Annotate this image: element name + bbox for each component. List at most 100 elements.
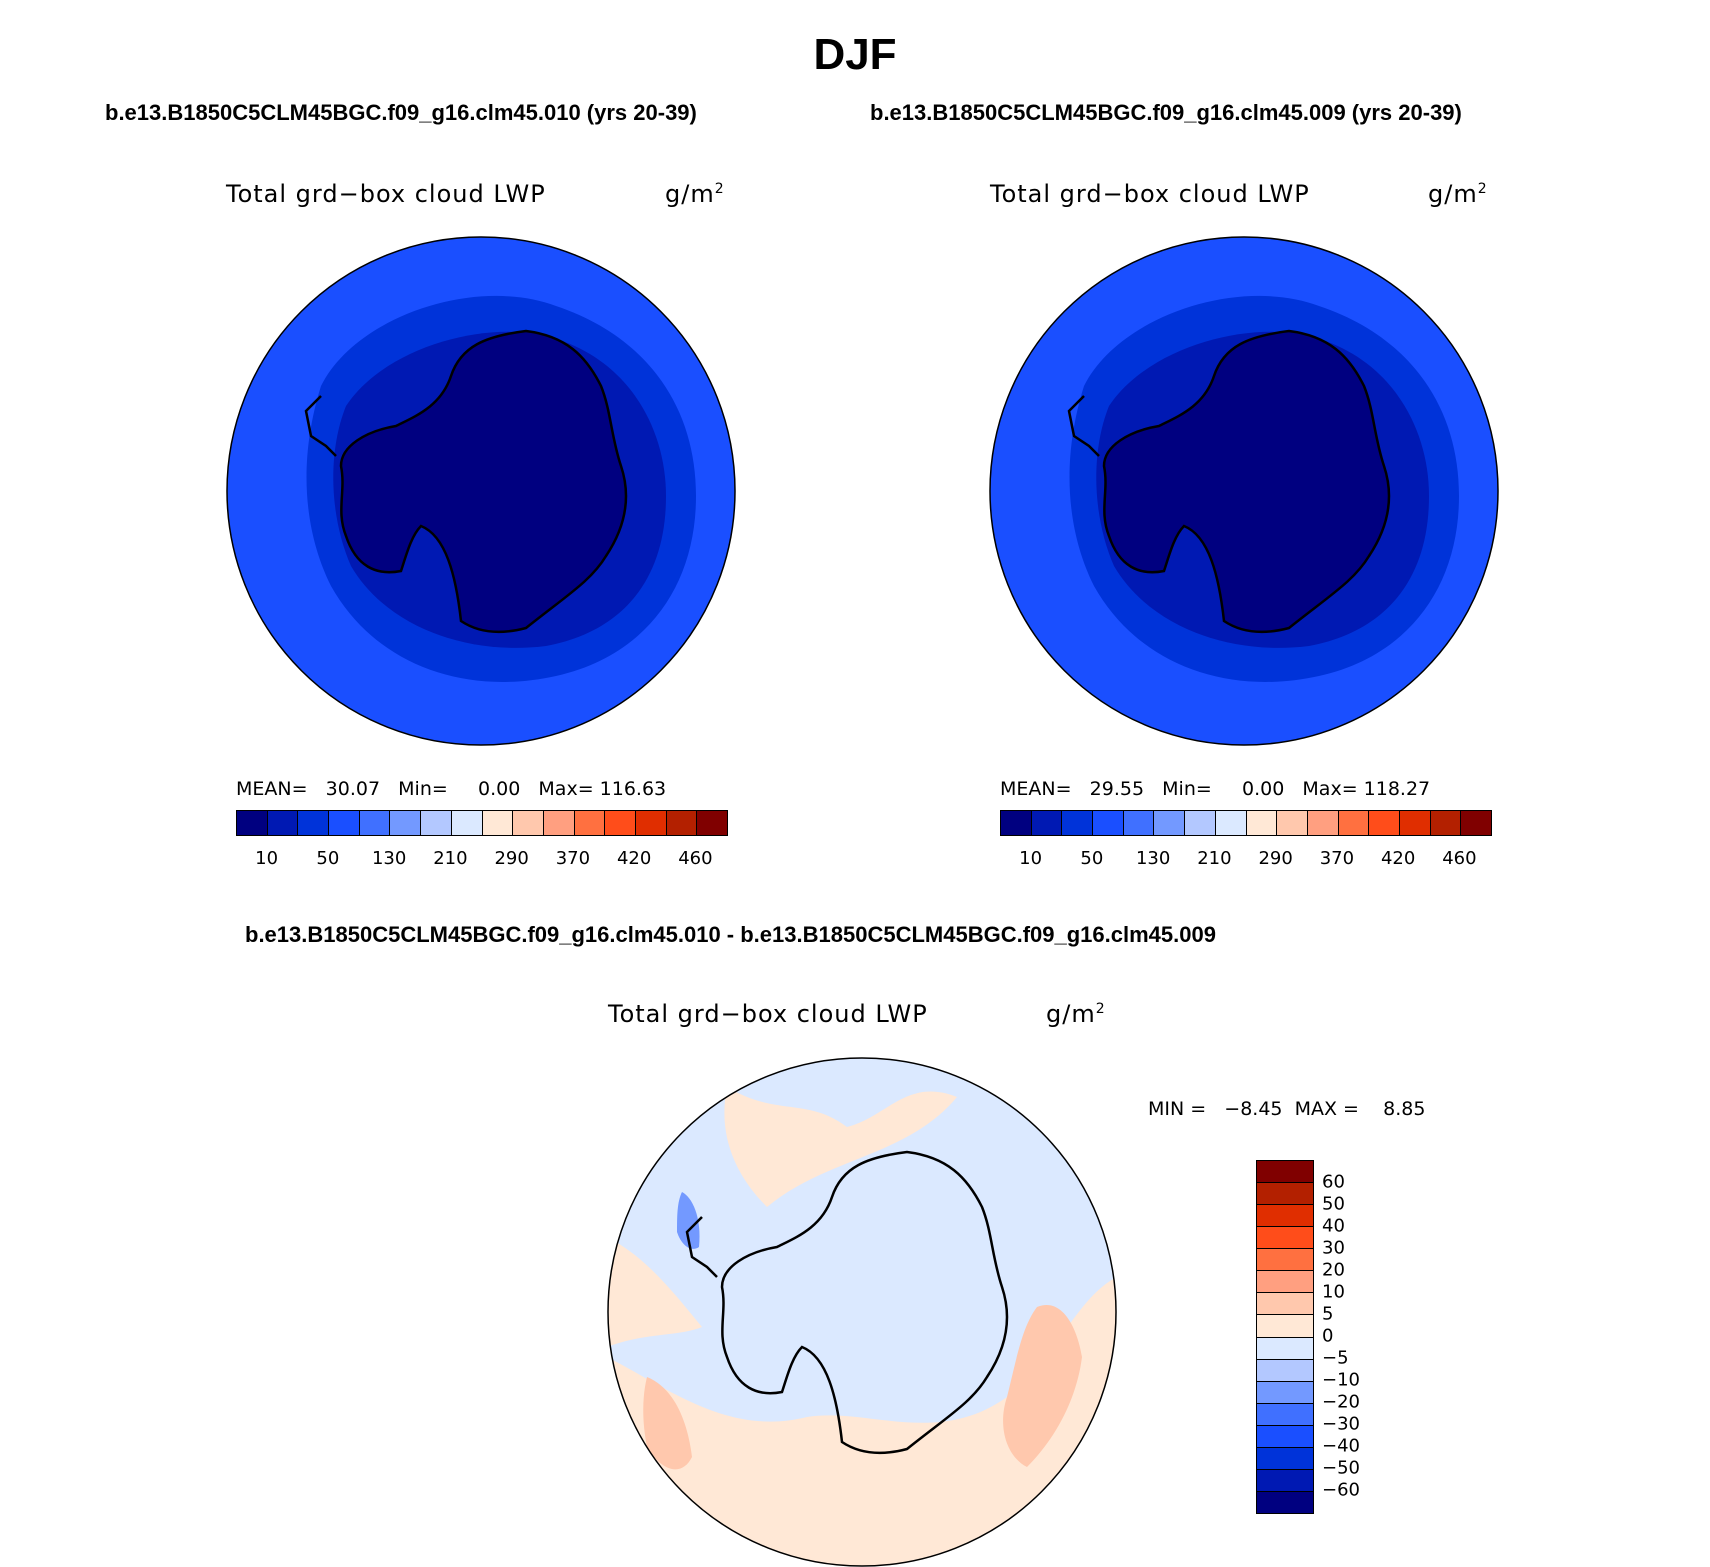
right-colorbar-swatch: [1154, 811, 1186, 835]
diff-colorbar-label: −60: [1322, 1479, 1360, 1501]
right-colorbar-swatch: [1062, 811, 1094, 835]
right-colorbar-swatch: [1123, 811, 1155, 835]
diff-colorbar-swatch: [1257, 1271, 1313, 1294]
left-colorbar-swatch: [421, 811, 452, 835]
diff-colorbar-swatch: [1257, 1183, 1313, 1206]
diff-antarctica: [720, 1150, 1009, 1455]
diff-stats: MIN = −8.45 MAX = 8.85: [1148, 1098, 1426, 1120]
right-colorbar-swatch: [1399, 811, 1431, 835]
right-antarctica: [1102, 329, 1391, 634]
diff-colorbar-label: 40: [1322, 1215, 1345, 1237]
diff-colorbar-labels: 60 50 40 30 20 10 5 0 −5 −10 −20 −30 −40 −50 −60: [1322, 1160, 1402, 1512]
diff-colorbar-swatch: [1257, 1249, 1313, 1272]
diff-colorbar-label: 20: [1322, 1259, 1345, 1281]
diff-negative-patch: [677, 1192, 700, 1249]
diff-colorbar-swatch: [1257, 1491, 1313, 1513]
right-colorbar-swatch: [1277, 811, 1308, 835]
right-colorbar-swatch: [1093, 811, 1124, 835]
right-colorbar-label: 420: [1380, 848, 1416, 869]
right-colorbar-swatch: [1001, 811, 1032, 835]
right-colorbar-label: 370: [1319, 848, 1355, 869]
right-colorbar-swatch: [1430, 811, 1462, 835]
right-variable-label: Total grd−box cloud LWP: [990, 180, 1310, 208]
diff-colorbar-swatch: [1257, 1381, 1313, 1404]
left-colorbar-swatch: [697, 811, 727, 835]
left-colorbar-label: 460: [678, 848, 713, 869]
right-colorbar-label: 210: [1197, 848, 1232, 869]
right-colorbar-swatch: [1185, 811, 1216, 835]
right-colorbar-label: 10: [1019, 848, 1043, 869]
diff-colorbar-swatch: [1257, 1425, 1313, 1448]
left-colorbar-label: 420: [616, 848, 652, 869]
diff-colorbar-label: 60: [1322, 1171, 1345, 1193]
right-units-label: g/m2: [1428, 180, 1488, 208]
diff-colorbar-label: 5: [1322, 1303, 1334, 1325]
diff-positive-south: [608, 1277, 1116, 1566]
diff-positive-east-patch: [1003, 1305, 1082, 1467]
right-colorbar-swatch: [1246, 811, 1278, 835]
diff-colorbar-swatch: [1257, 1469, 1313, 1492]
diff-colorbar-swatch: [1257, 1447, 1313, 1470]
diff-colorbar-label: 50: [1322, 1193, 1345, 1215]
diff-peninsula: [685, 1216, 718, 1278]
left-colorbar-swatch: [390, 811, 422, 835]
right-colorbar-swatch: [1307, 811, 1339, 835]
left-antarctica: [339, 329, 628, 634]
left-colorbar-labels: 10 50 130 210 290 370 420 460: [236, 848, 726, 872]
left-colorbar-swatch: [513, 811, 544, 835]
left-colorbar-swatch: [635, 811, 667, 835]
left-colorbar-label: 130: [371, 848, 407, 869]
left-colorbar-swatch: [298, 811, 330, 835]
right-colorbar-label: 290: [1258, 848, 1293, 869]
diff-colorbar-swatch: [1257, 1315, 1313, 1338]
diff-colorbar-label: −40: [1322, 1435, 1360, 1457]
right-colorbar-swatch: [1369, 811, 1400, 835]
left-colorbar-label: 210: [433, 848, 468, 869]
diff-polar-map: [607, 1057, 1117, 1567]
left-variable-label: Total grd−box cloud LWP: [226, 180, 546, 208]
right-colorbar-labels: 10 50 130 210 290 370 420 460: [1000, 848, 1490, 872]
subtitle-right: b.e13.B1850C5CLM45BGC.f09_g16.clm45.009 …: [870, 100, 1462, 125]
left-colorbar-swatch: [267, 811, 299, 835]
diff-colorbar-label: −5: [1322, 1347, 1349, 1369]
diff-positive-west-patch: [643, 1377, 692, 1470]
subtitle-left: b.e13.B1850C5CLM45BGC.f09_g16.clm45.010 …: [105, 100, 697, 125]
diff-title: b.e13.B1850C5CLM45BGC.f09_g16.clm45.010 …: [245, 922, 1216, 947]
left-colorbar-label: 50: [316, 848, 340, 869]
diff-colorbar-swatch: [1257, 1337, 1313, 1360]
left-colorbar-swatch: [574, 811, 606, 835]
right-colorbar-label: 130: [1135, 848, 1171, 869]
right-colorbar-swatch: [1338, 811, 1370, 835]
diff-colorbar-swatch: [1257, 1403, 1313, 1426]
right-colorbar-label: 50: [1080, 848, 1104, 869]
diff-units-label: g/m2: [1046, 1000, 1106, 1028]
left-colorbar-label: 370: [555, 848, 591, 869]
diff-variable-label: Total grd−box cloud LWP: [608, 1000, 928, 1028]
left-colorbar-swatch: [237, 811, 268, 835]
left-polar-map: [226, 236, 736, 746]
left-stats: MEAN= 30.07 Min= 0.00 Max= 116.63: [236, 778, 667, 800]
left-peninsula: [304, 395, 337, 457]
right-map-border: [989, 236, 1499, 746]
diff-colorbar-label: −30: [1322, 1413, 1360, 1435]
right-peninsula: [1067, 395, 1100, 457]
diff-colorbar-swatch: [1257, 1227, 1313, 1250]
right-colorbar-swatch: [1031, 811, 1063, 835]
right-polar-map: [989, 236, 1499, 746]
figure-title: DJF: [813, 30, 897, 79]
diff-colorbar-label: −10: [1322, 1369, 1360, 1391]
right-colorbar-swatch: [1215, 811, 1247, 835]
diff-colorbar-label: 30: [1322, 1237, 1345, 1259]
left-colorbar-swatch: [359, 811, 391, 835]
left-map-border: [226, 236, 736, 746]
right-colorbar-swatch: [1461, 811, 1491, 835]
left-colorbar-swatch: [482, 811, 514, 835]
diff-colorbar-swatch: [1257, 1293, 1313, 1316]
left-units-label: g/m2: [665, 180, 725, 208]
left-colorbar-swatch: [451, 811, 483, 835]
diff-colorbar-label: 10: [1322, 1281, 1345, 1303]
diff-colorbar-swatch: [1257, 1161, 1313, 1184]
diff-colorbar-swatch: [1257, 1359, 1313, 1382]
left-colorbar-swatch: [543, 811, 575, 835]
right-colorbar: [1000, 810, 1492, 836]
